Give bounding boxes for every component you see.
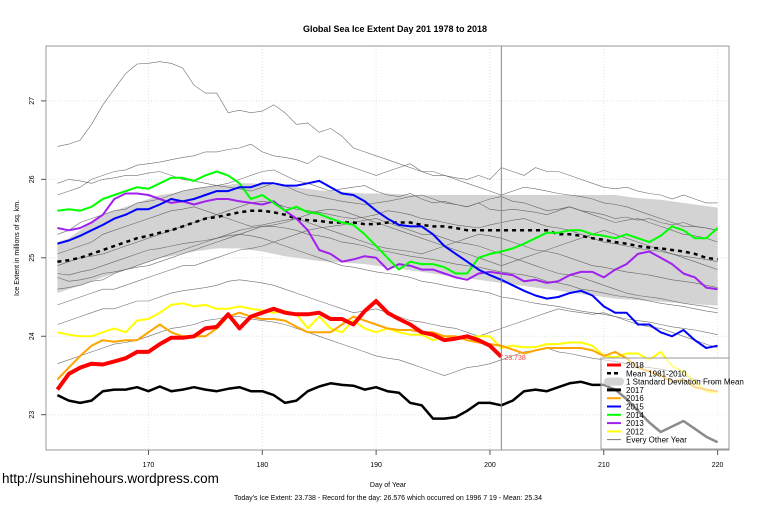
x-tick-label: 220 [712, 462, 724, 469]
legend-label: 2018 [626, 361, 644, 370]
y-tick-label: 23 [29, 411, 36, 419]
legend-swatch-band [604, 377, 624, 386]
x-tick-label: 180 [256, 462, 268, 469]
chart-title: Global Sea Ice Extent Day 201 1978 to 20… [303, 24, 487, 34]
legend-label: 2013 [626, 419, 644, 428]
y-tick-label: 26 [29, 175, 36, 183]
series-line-2015 [57, 179, 718, 349]
footer-text: Today's Ice Extent: 23.738 - Record for … [234, 495, 542, 502]
y-axis-ticks: 23 24 25 26 27 [29, 97, 46, 419]
legend-label: 2014 [626, 411, 644, 420]
series-line-2018 [55, 299, 503, 391]
legend-box [600, 357, 730, 450]
other-year-line [57, 143, 718, 204]
legend-label: Mean 1981-2010 [626, 369, 687, 378]
x-axis-label: Day of Year [370, 482, 407, 489]
x-tick-label: 170 [143, 462, 155, 469]
series-line-2016 [56, 311, 718, 393]
std-deviation-band [57, 183, 718, 306]
std-band-area [57, 183, 718, 306]
other-year-line [57, 233, 718, 335]
plot-frame [45, 45, 730, 451]
series-line-2014 [57, 170, 719, 275]
other-year-line [57, 208, 718, 282]
x-tick-label: 200 [484, 462, 496, 469]
other-year-line [57, 226, 718, 313]
legend-label: 2012 [626, 427, 644, 436]
other-year-line [57, 206, 718, 288]
other-year-line [57, 169, 718, 235]
legend-label: Every Other Year [626, 436, 687, 445]
legend-label: 2017 [626, 386, 644, 395]
series-line-mean-1981-2010 [57, 209, 718, 263]
x-tick-label: 190 [370, 462, 382, 469]
legend-label: 2015 [626, 403, 644, 412]
y-axis-label: Ice Extent in millions of sq. km. [14, 200, 21, 296]
legend-label: 1 Standard Deviation From Mean [626, 378, 744, 387]
highlighted-series [55, 170, 719, 444]
y-tick-label: 25 [29, 254, 36, 262]
x-axis-ticks: 170 180 190 200 210 220 [143, 450, 724, 469]
legend-label: 2016 [626, 394, 644, 403]
watermark-url: http://sunshinehours.wordpress.com [2, 471, 219, 486]
current-value-label: 23.738 [504, 355, 526, 362]
x-tick-label: 210 [598, 462, 610, 469]
other-year-line [57, 61, 718, 231]
footer-stats: Today's Ice Extent: 23.738 - Record for … [0, 495, 760, 502]
y-tick-label: 27 [29, 97, 36, 105]
other-year-line [57, 171, 718, 243]
y-tick-label: 24 [29, 332, 36, 340]
